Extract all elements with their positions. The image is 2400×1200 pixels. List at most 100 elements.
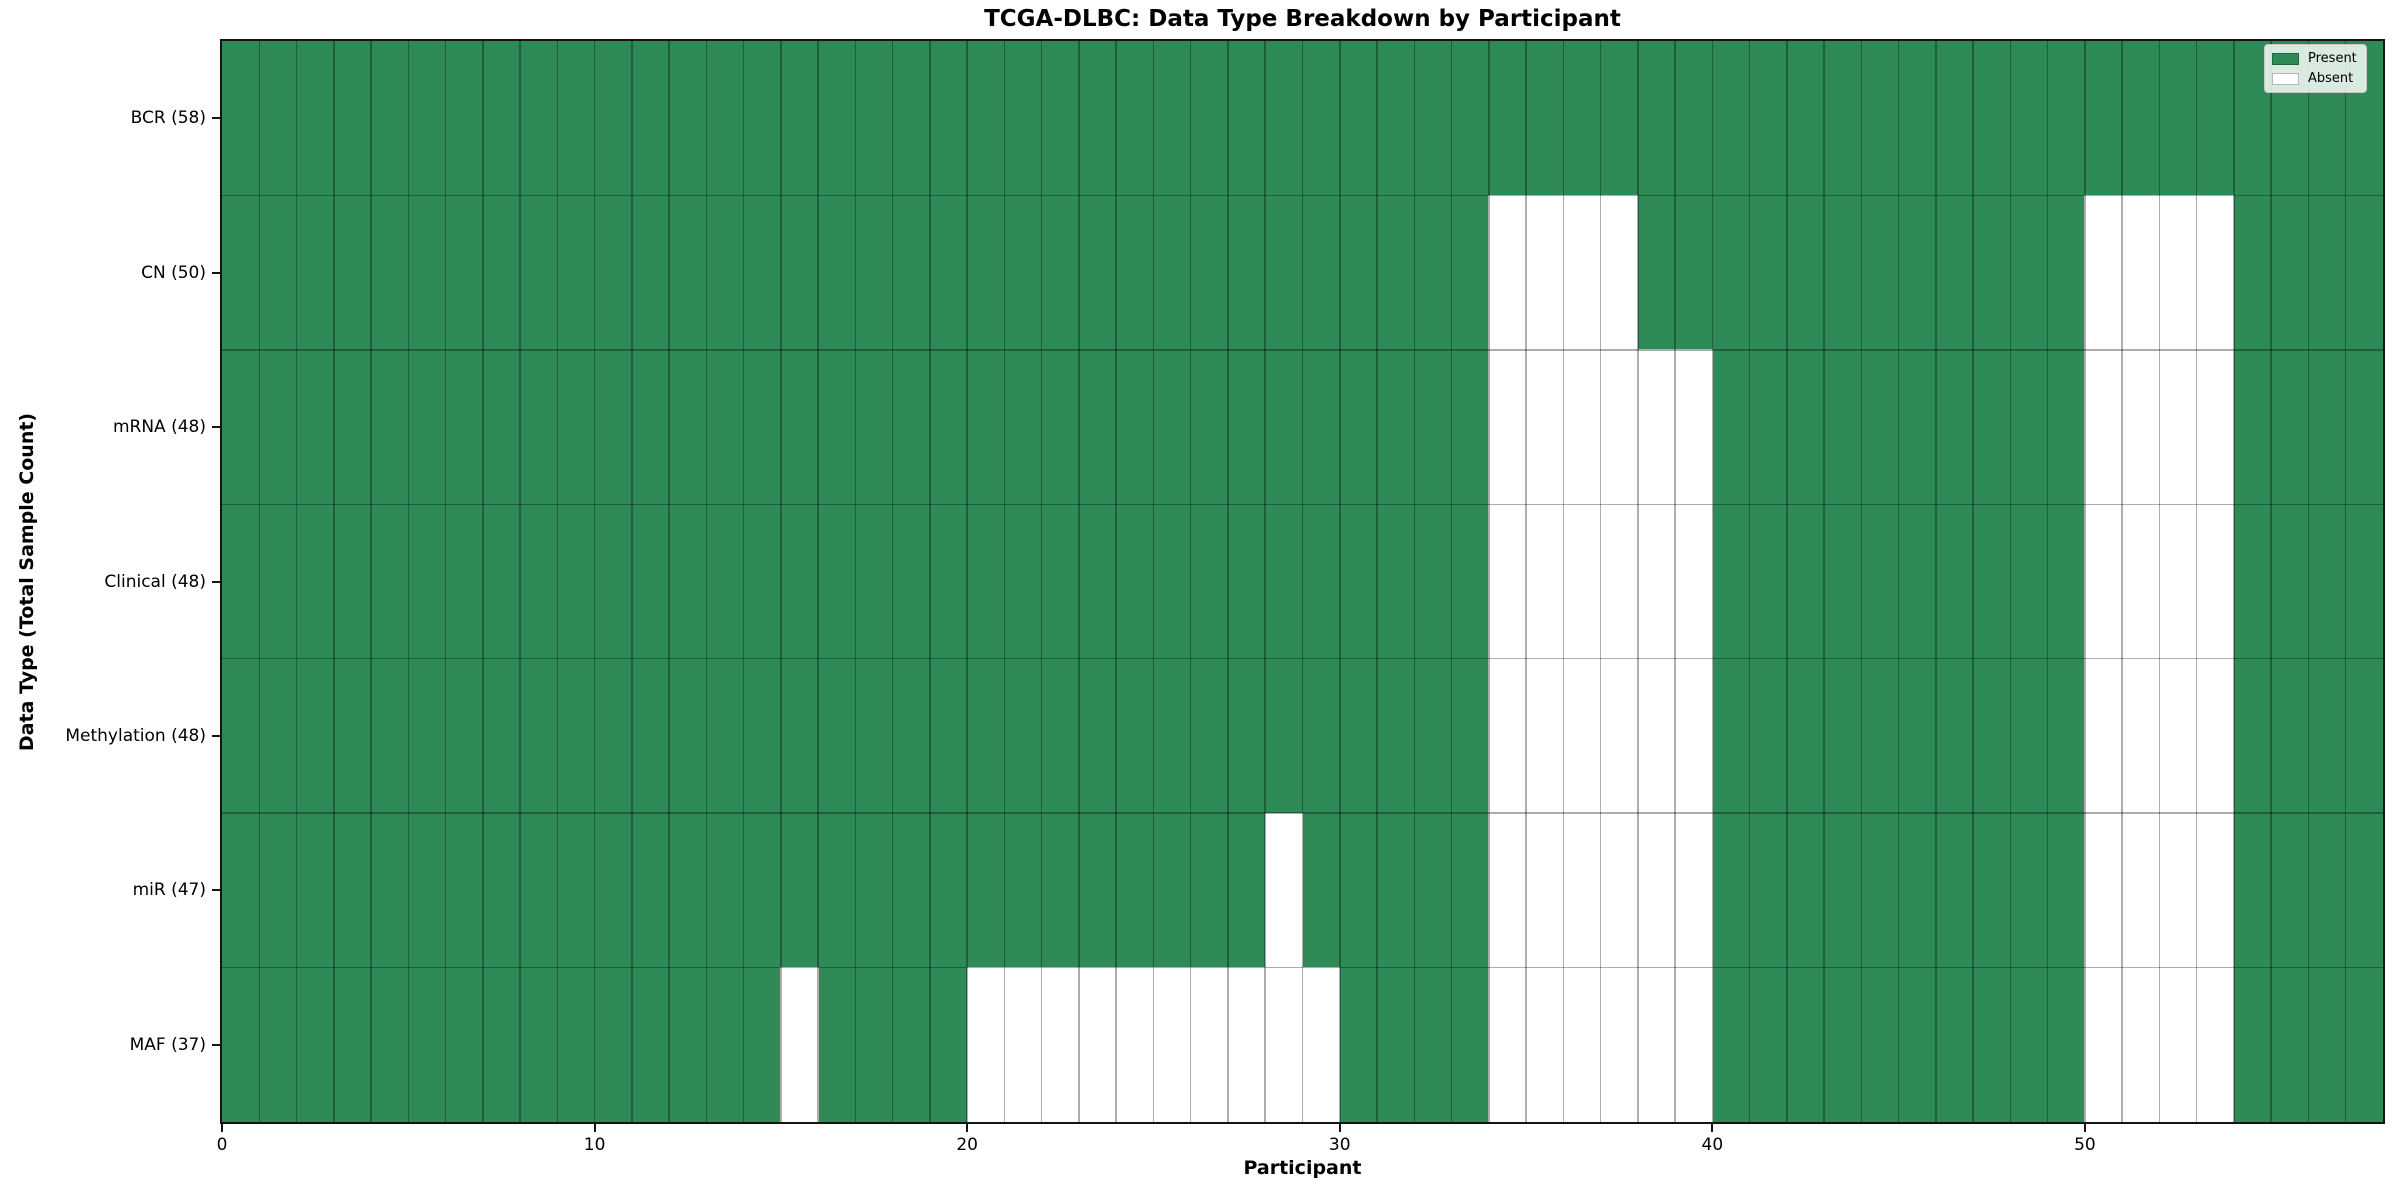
grid-line-vertical [1525, 41, 1527, 1122]
x-tick-label: 0 [216, 1135, 228, 1155]
heatmap-cell-absent [1525, 349, 1564, 505]
grid-line-vertical [1189, 41, 1192, 1122]
y-tick-mark [212, 1043, 220, 1046]
grid-line-vertical [1040, 41, 1043, 1122]
heatmap-cell-absent [1115, 967, 1154, 1123]
grid-line-vertical [1711, 41, 1714, 1122]
heatmap-cell-absent [1637, 967, 1676, 1123]
grid-line-vertical [1897, 41, 1900, 1122]
heatmap-cell-absent [1488, 658, 1527, 814]
heatmap-cell-absent [1600, 812, 1639, 969]
heatmap-cell-absent [2084, 658, 2123, 814]
heatmap-cell-absent [2158, 812, 2198, 969]
x-tick-mark [221, 1124, 223, 1132]
grid-line-horizontal [222, 657, 2383, 660]
heatmap-cell-absent [1600, 349, 1639, 505]
heatmap-cell-absent [1637, 812, 1676, 969]
plot-area [220, 39, 2385, 1124]
heatmap-cell-absent [1562, 658, 1602, 814]
heatmap-cell-absent [2196, 349, 2235, 505]
heatmap-cell-absent [1190, 967, 1229, 1123]
grid-line-vertical [407, 41, 410, 1122]
heatmap-cell-absent [1637, 349, 1676, 505]
legend-label: Present [2308, 51, 2357, 66]
heatmap-cell-absent [2158, 194, 2198, 351]
heatmap-cell-absent [1562, 349, 1602, 505]
grid-line-vertical [1823, 41, 1825, 1122]
grid-line-vertical [1599, 41, 1602, 1122]
grid-line-vertical [1115, 41, 1117, 1122]
grid-line-horizontal [222, 349, 2383, 351]
heatmap-cell-absent [1041, 967, 1080, 1123]
heatmap-cell-absent [2196, 967, 2235, 1123]
y-tick-mark [212, 117, 220, 120]
grid-line-vertical [370, 41, 372, 1122]
grid-line-vertical [1003, 41, 1006, 1122]
grid-line-vertical [1786, 41, 1788, 1122]
grid-line-vertical [2270, 41, 2272, 1122]
grid-line-vertical [2195, 41, 2198, 1122]
heatmap-cell-absent [2196, 812, 2235, 969]
grid-line-vertical [2344, 41, 2347, 1122]
heatmap-cell-absent [2196, 194, 2235, 351]
heatmap-cell-absent [1674, 812, 1713, 969]
grid-line-vertical [593, 41, 596, 1122]
y-tick-label: MAF (37) [129, 1034, 206, 1055]
grid-line-horizontal [222, 194, 2383, 197]
grid-line-vertical [2158, 41, 2161, 1122]
heatmap-cell-absent [2121, 503, 2160, 660]
heatmap-cell-absent [2121, 349, 2160, 505]
heatmap-cell-absent [1003, 967, 1043, 1123]
heatmap-cell-absent [2084, 967, 2123, 1123]
grid-line-vertical [1674, 41, 1676, 1122]
x-tick-mark [593, 1124, 596, 1132]
heatmap-cell-absent [2158, 349, 2198, 505]
heatmap-cell-absent [1562, 503, 1602, 660]
x-tick-mark [1338, 1124, 1341, 1132]
heatmap-cell-absent [2084, 812, 2123, 969]
heatmap-cell-absent [1525, 812, 1564, 969]
x-axis-label: Participant [1243, 1157, 1362, 1179]
grid-line-vertical [929, 41, 931, 1122]
heatmap-cell-absent [2084, 503, 2123, 660]
y-tick-label: CN (50) [141, 262, 206, 283]
heatmap-cell-absent [2121, 812, 2160, 969]
grid-line-vertical [966, 41, 968, 1122]
legend: Present Absent [2264, 44, 2367, 93]
grid-line-vertical [2046, 41, 2049, 1122]
heatmap-cell-absent [1674, 967, 1713, 1123]
heatmap-cell-absent [2196, 658, 2235, 814]
grid-line-vertical [2121, 41, 2123, 1122]
legend-label: Absent [2308, 71, 2354, 86]
heatmap-cell-absent [2158, 967, 2198, 1123]
heatmap-cell-absent [2196, 503, 2235, 660]
legend-entry: Present [2272, 51, 2357, 66]
grid-line-vertical [295, 41, 298, 1122]
heatmap-cell-absent [1637, 658, 1676, 814]
grid-line-horizontal [222, 503, 2383, 506]
grid-line-vertical [668, 41, 670, 1122]
heatmap-cell-absent [1562, 967, 1602, 1123]
grid-line-vertical [258, 41, 260, 1122]
heatmap-cell-absent [1264, 967, 1303, 1123]
heatmap-cell-absent [1525, 503, 1564, 660]
grid-line-vertical [1152, 41, 1155, 1122]
chart-title: TCGA-DLBC: Data Type Breakdown by Partic… [984, 6, 1621, 32]
y-tick-label: Methylation (48) [65, 725, 206, 746]
heatmap-cell-absent [1488, 349, 1527, 505]
grid-line-vertical [2233, 41, 2235, 1122]
grid-line-vertical [1301, 41, 1304, 1122]
grid-line-vertical [519, 41, 521, 1122]
x-tick-label: 20 [956, 1135, 978, 1155]
y-tick-label: miR (47) [132, 880, 206, 901]
grid-line-vertical [1748, 41, 1751, 1122]
heatmap-cell-absent [1488, 503, 1527, 660]
heatmap-cell-absent [1600, 503, 1639, 660]
heatmap-cell-absent [1637, 503, 1676, 660]
grid-line-vertical [742, 41, 745, 1122]
grid-line-vertical [854, 41, 857, 1122]
grid-line-vertical [780, 41, 782, 1122]
grid-line-vertical [444, 41, 447, 1122]
heatmap-cell-absent [1562, 194, 1602, 351]
grid-line-vertical [891, 41, 894, 1122]
